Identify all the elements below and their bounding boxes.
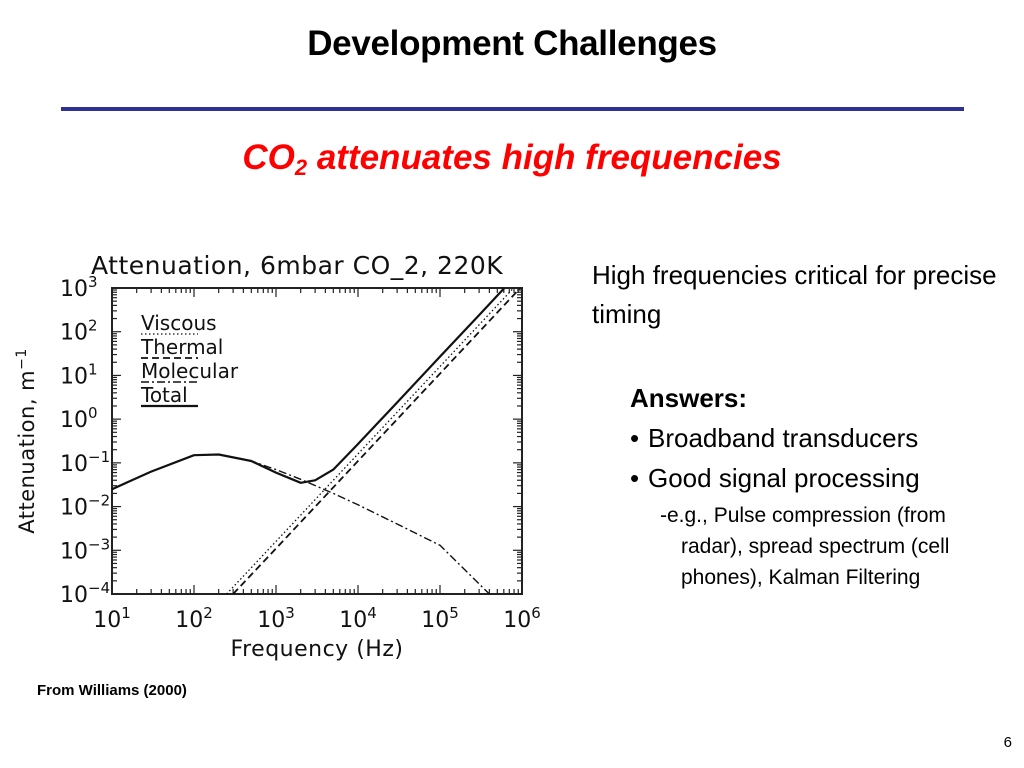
tick-base: 10: [60, 583, 88, 608]
bullet-item: • Good signal processing: [630, 458, 1020, 498]
tick-exponent: −1: [88, 448, 110, 466]
tick-exponent: 1: [121, 604, 131, 622]
tick-base: 10: [503, 608, 531, 633]
tick-exponent: 3: [88, 273, 98, 291]
series-line-thermal: [232, 287, 521, 595]
x-tick-label: 104: [339, 604, 377, 633]
tick-base: 10: [60, 408, 88, 433]
tick-exponent: −4: [88, 579, 110, 597]
title-divider: [61, 107, 964, 111]
y-tick-label: 102: [60, 317, 98, 346]
figure-credit: From Williams (2000): [37, 682, 187, 699]
series-line-molecular: [111, 453, 490, 595]
plot-frame: [111, 287, 523, 595]
tick-exponent: 6: [531, 604, 541, 622]
series-line-viscous: [226, 287, 515, 595]
bullet-text: Good signal processing: [648, 463, 920, 493]
tick-base: 10: [175, 608, 203, 633]
y-tick-label: 103: [60, 273, 98, 302]
tick-base: 10: [60, 539, 88, 564]
subtitle-text-pre: CO: [242, 138, 295, 177]
tick-exponent: −2: [88, 492, 110, 510]
subtitle-text-post: attenuates high frequencies: [307, 138, 782, 177]
y-tick-label: 10−4: [60, 579, 110, 608]
tick-exponent: 2: [203, 604, 213, 622]
x-tick-label: 106: [503, 604, 541, 633]
axis-ticks: [111, 287, 523, 595]
legend-label-molecular: Molecular: [141, 359, 239, 383]
attenuation-chart: Attenuation, 6mbar CO_2, 220K Viscous The…: [8, 238, 568, 668]
tick-base: 10: [339, 608, 367, 633]
legend-label-total: Total: [140, 383, 188, 407]
bullet-item: • Broadband transducers: [630, 418, 1020, 458]
answers-block: Answers: • Broadband transducers • Good …: [630, 378, 1020, 593]
intro-text: High frequencies critical for precise ti…: [592, 260, 997, 329]
tick-exponent: −3: [88, 535, 110, 553]
series-line-total: [111, 287, 506, 491]
tick-base: 10: [93, 608, 121, 633]
legend-label-viscous: Viscous: [141, 311, 217, 335]
slide-subtitle: CO2 attenuates high frequencies: [0, 138, 1024, 181]
y-axis-label-text: Attenuation, m: [15, 370, 39, 534]
tick-base: 10: [60, 364, 88, 389]
tick-exponent: 3: [285, 604, 295, 622]
tick-base: 10: [257, 608, 285, 633]
chart-title: Attenuation, 6mbar CO_2, 220K: [91, 251, 503, 280]
x-tick-label: 105: [421, 604, 459, 633]
slide-title: Development Challenges: [307, 24, 717, 63]
legend-label-thermal: Thermal: [140, 335, 223, 359]
tick-exponent: 2: [88, 317, 98, 335]
sub-point: -e.g., Pulse compression (from radar), s…: [660, 504, 950, 589]
x-axis-label: Frequency (Hz): [231, 637, 404, 662]
x-tick-label: 101: [93, 604, 131, 633]
series-layer: [111, 287, 521, 595]
y-tick-label: 10−2: [60, 492, 110, 521]
y-tick-label: 10−3: [60, 535, 110, 564]
answers-heading: Answers:: [630, 383, 748, 413]
bullet-glyph: •: [630, 463, 640, 493]
x-tick-labels: 101 102 103 104 105 106: [93, 604, 541, 633]
attenuation-chart-svg: Attenuation, 6mbar CO_2, 220K ViscousThe…: [14, 251, 541, 662]
tick-base: 10: [60, 321, 88, 346]
page-number: 6: [1003, 734, 1012, 751]
tick-base: 10: [60, 496, 88, 521]
tick-exponent: 5: [449, 604, 459, 622]
tick-base: 10: [60, 277, 88, 302]
y-tick-label: 100: [60, 404, 98, 433]
y-axis-label: Attenuation, m−1: [14, 348, 39, 534]
x-tick-label: 102: [175, 604, 213, 633]
y-tick-label: 10−1: [60, 448, 110, 477]
bullet-text: Broadband transducers: [648, 423, 919, 453]
tick-exponent: 4: [367, 604, 377, 622]
tick-base: 10: [421, 608, 449, 633]
bullet-glyph: •: [630, 423, 640, 453]
tick-exponent: 1: [88, 360, 98, 378]
x-tick-label: 103: [257, 604, 295, 633]
tick-base: 10: [60, 452, 88, 477]
y-axis-label-exponent: −1: [14, 348, 30, 370]
subtitle-subscript: 2: [294, 155, 308, 180]
tick-exponent: 0: [88, 404, 98, 422]
y-tick-label: 101: [60, 360, 98, 389]
